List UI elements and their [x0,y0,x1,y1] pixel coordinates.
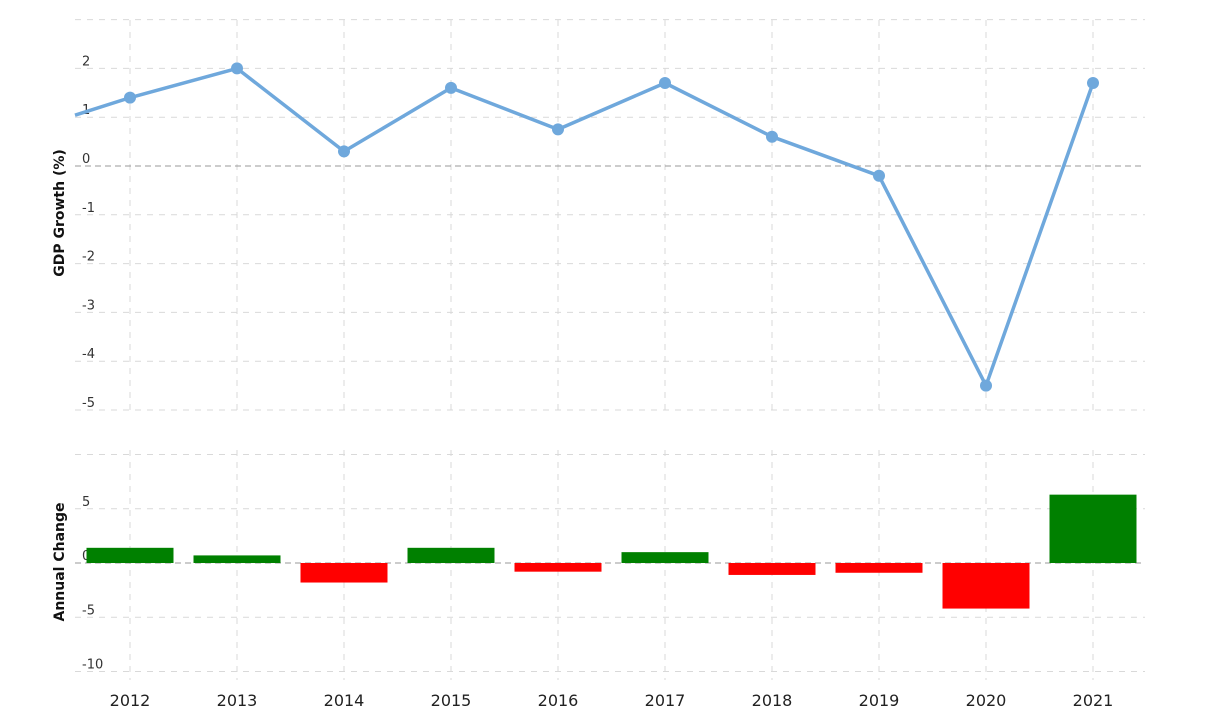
x-tick-label: 2015 [431,691,472,710]
annual-change-bar [300,563,388,583]
annual-change-bar [835,563,923,573]
gdp-growth-line-panel: 210-1-2-3-4-5 [74,54,1099,411]
line-y-axis-title: GDP Growth (%) [52,149,68,277]
x-tick-label: 2012 [110,691,151,710]
gdp-growth-point [445,81,457,94]
gdp-growth-point [231,62,243,75]
annual-change-bar [728,563,816,575]
gdp-growth-point [873,169,885,182]
annual-change-bar [942,563,1030,609]
x-tick-label: 2017 [645,691,686,710]
annual-change-bar [407,547,495,563]
gdp-growth-point [552,123,564,136]
line-y-tick: -1 [82,201,95,216]
axis-labels: GDP Growth (%) Annual Change [52,149,68,621]
bar-y-axis-title: Annual Change [52,502,68,621]
bar-y-tick: 5 [82,495,90,510]
x-tick-label: 2021 [1073,691,1114,710]
grid [75,19,1145,680]
line-y-tick: -5 [82,396,95,411]
line-y-tick: -3 [82,298,95,313]
x-tick-label: 2013 [217,691,258,710]
annual-change-bar [193,555,281,563]
gdp-growth-point [659,77,671,90]
annual-change-bar [621,552,709,563]
x-tick-label: 2016 [538,691,579,710]
bar-y-tick: 0 [82,549,90,564]
gdp-growth-point [766,130,778,143]
annual-change-bar-panel: 5 0 -5 -10 2012 2013 2014 2015 2016 2017 2018 2019 2… [82,494,1137,710]
bar-y-tick: -5 [82,603,95,618]
line-y-tick: -2 [82,250,95,265]
annual-change-bar [514,563,602,572]
gdp-growth-point [980,379,992,392]
bar-y-tick: -10 [82,658,103,673]
gdp-growth-point [1087,77,1099,90]
x-tick-label: 2018 [752,691,793,710]
gdp-growth-point [338,145,350,158]
annual-change-bar [86,547,174,563]
x-tick-label: 2019 [859,691,900,710]
line-y-tick: 2 [82,54,90,69]
line-y-tick: 0 [82,152,90,167]
annual-change-bar [1049,494,1137,563]
x-tick-label: 2014 [324,691,365,710]
x-tick-label: 2020 [966,691,1007,710]
gdp-growth-line [74,66,1095,388]
gdp-growth-point [124,91,136,104]
line-y-tick: -4 [82,347,95,362]
